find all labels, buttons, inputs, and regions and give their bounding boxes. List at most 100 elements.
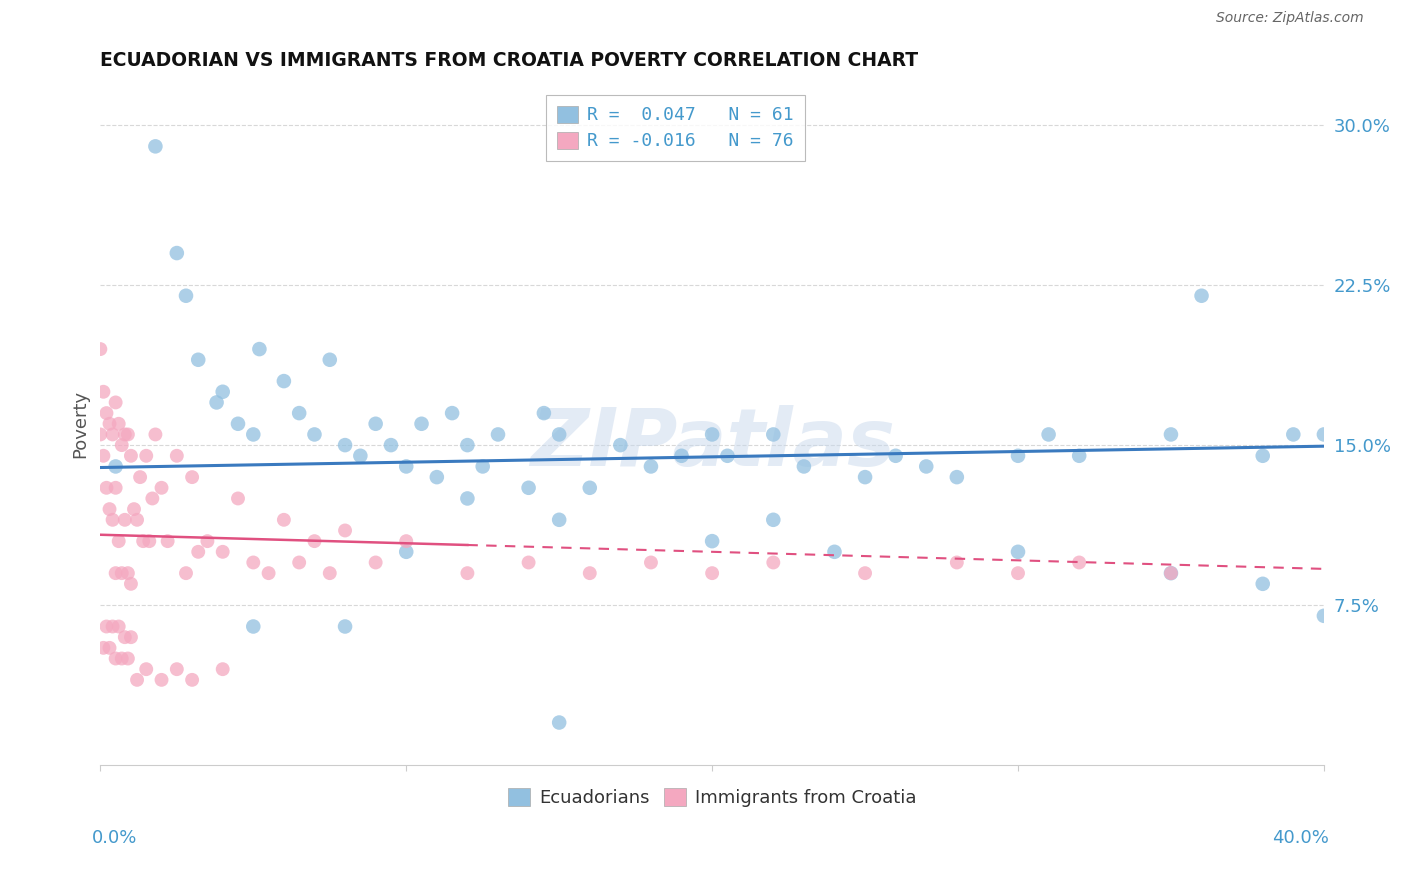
Point (249, 342, 271, 356)
Point (114, 427, 136, 442)
Point (166, 662, 188, 676)
Point (548, 427, 571, 442)
Point (364, 556, 387, 570)
Point (129, 470, 152, 484)
Point (1313, 427, 1336, 442)
Point (242, 556, 264, 570)
Point (517, 481, 540, 495)
Point (640, 459, 662, 474)
Point (98, 502, 121, 516)
Point (1007, 545, 1029, 559)
Point (1282, 427, 1305, 442)
Point (135, 449, 157, 463)
Point (166, 449, 188, 463)
Text: 40.0%: 40.0% (1272, 829, 1329, 847)
Text: ZIPatlas: ZIPatlas (530, 405, 894, 483)
Point (197, 534, 219, 549)
Point (380, 438, 402, 452)
Point (304, 427, 326, 442)
Point (700, 534, 723, 549)
Point (578, 566, 600, 581)
Point (1160, 566, 1182, 581)
Point (1160, 427, 1182, 442)
Point (114, 513, 136, 527)
Point (349, 449, 371, 463)
Point (104, 481, 127, 495)
Point (1069, 556, 1091, 570)
Point (700, 566, 723, 581)
Point (211, 545, 233, 559)
Point (426, 470, 449, 484)
Point (174, 566, 197, 581)
Point (411, 417, 433, 431)
Point (884, 449, 907, 463)
Point (288, 406, 311, 420)
Point (517, 556, 540, 570)
Point (395, 534, 418, 549)
Point (89, 427, 111, 442)
Legend: Ecuadorians, Immigrants from Croatia: Ecuadorians, Immigrants from Croatia (501, 781, 924, 814)
Point (117, 566, 139, 581)
Point (187, 352, 209, 367)
Point (156, 534, 179, 549)
Point (125, 513, 148, 527)
Point (111, 438, 134, 452)
Point (700, 427, 723, 442)
Point (120, 630, 142, 644)
Point (242, 427, 264, 442)
Point (548, 715, 571, 730)
Point (104, 395, 127, 409)
Point (304, 534, 326, 549)
Point (640, 556, 662, 570)
Point (853, 470, 876, 484)
Point (122, 502, 145, 516)
Point (333, 438, 356, 452)
Point (181, 470, 204, 484)
Point (288, 556, 311, 570)
Point (762, 427, 785, 442)
Point (111, 651, 134, 665)
Point (1251, 449, 1274, 463)
Point (1007, 566, 1029, 581)
Point (141, 491, 163, 506)
Point (1038, 427, 1060, 442)
Point (89, 342, 111, 356)
Point (104, 459, 127, 474)
Point (138, 534, 160, 549)
Point (96, 481, 118, 495)
Point (120, 577, 142, 591)
Point (98, 417, 121, 431)
Point (273, 374, 295, 388)
Point (104, 566, 127, 581)
Point (120, 449, 142, 463)
Point (101, 513, 124, 527)
Point (471, 459, 494, 474)
Point (125, 673, 148, 687)
Point (762, 556, 785, 570)
Point (107, 417, 129, 431)
Point (211, 662, 233, 676)
Point (117, 651, 139, 665)
Text: 0.0%: 0.0% (91, 829, 136, 847)
Point (441, 406, 464, 420)
Point (319, 352, 342, 367)
Point (609, 438, 631, 452)
Point (111, 566, 134, 581)
Point (226, 417, 249, 431)
Point (946, 470, 969, 484)
Point (486, 427, 509, 442)
Point (824, 545, 846, 559)
Point (946, 556, 969, 570)
Point (96, 406, 118, 420)
Point (793, 459, 815, 474)
Point (117, 427, 139, 442)
Point (114, 630, 136, 644)
Text: Source: ZipAtlas.com: Source: ZipAtlas.com (1216, 12, 1364, 25)
Point (104, 651, 127, 665)
Point (716, 449, 738, 463)
Point (1313, 608, 1336, 623)
Point (187, 545, 209, 559)
Point (242, 619, 264, 633)
Point (762, 513, 785, 527)
Point (333, 619, 356, 633)
